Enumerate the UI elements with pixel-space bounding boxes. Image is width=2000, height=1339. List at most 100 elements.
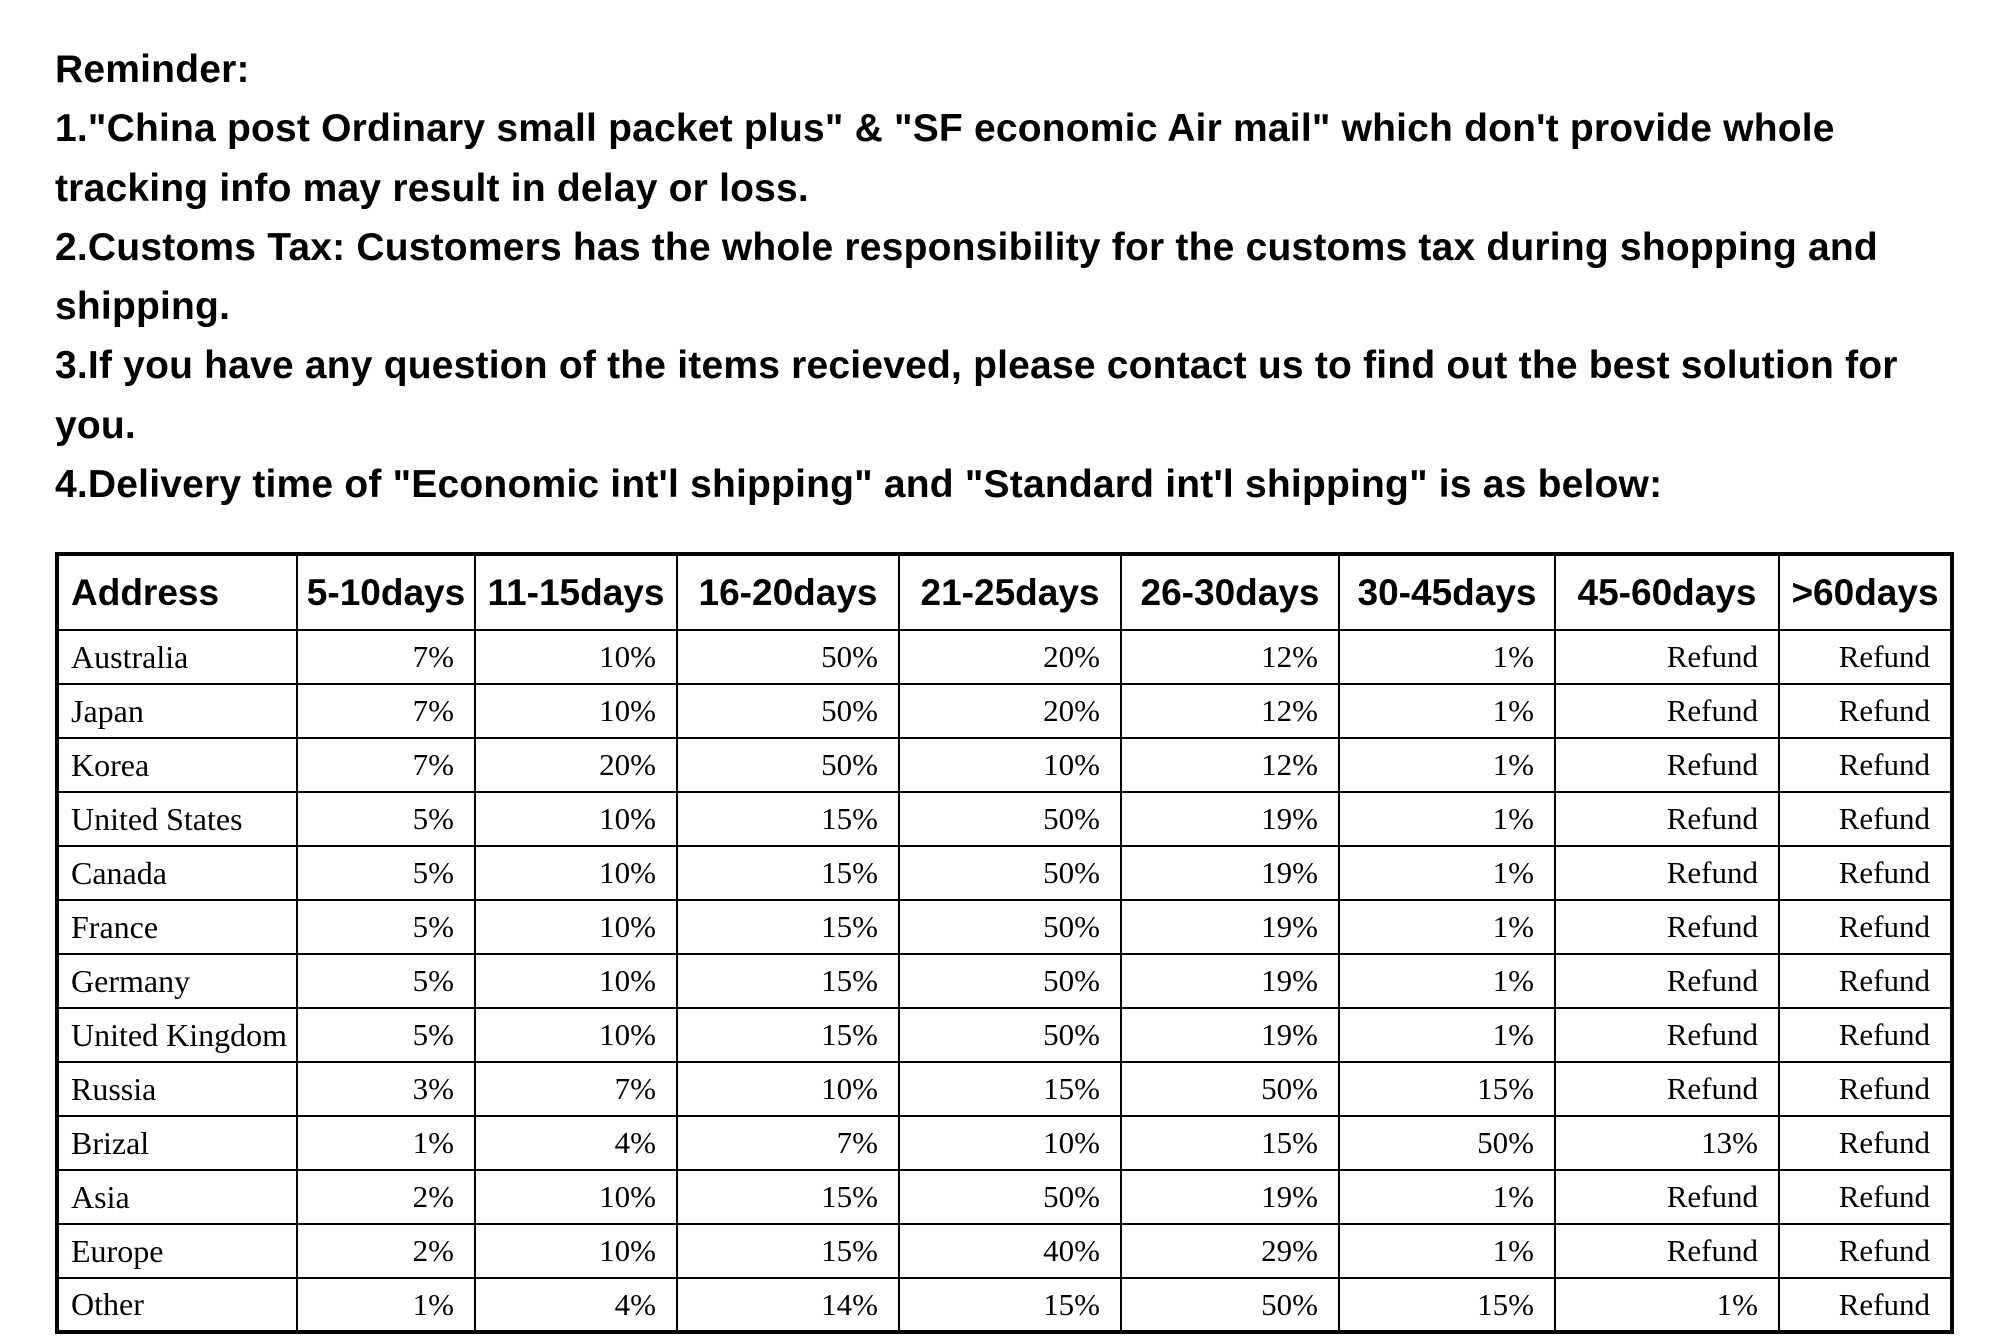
table-row: Korea7%20%50%10%12%1%RefundRefund [57,738,1952,792]
cell-address: Germany [57,954,297,1008]
cell-value: 4% [475,1278,677,1332]
cell-value: 19% [1121,846,1339,900]
cell-value: Refund [1555,1170,1779,1224]
page: Reminder: 1."China post Ordinary small p… [0,0,2000,1339]
cell-value: 5% [297,900,475,954]
table-row: United Kingdom5%10%15%50%19%1%RefundRefu… [57,1008,1952,1062]
cell-value: 7% [297,738,475,792]
cell-value: 10% [899,738,1121,792]
cell-address: Asia [57,1170,297,1224]
table-row: Russia3%7%10%15%50%15%RefundRefund [57,1062,1952,1116]
cell-value: 7% [297,630,475,684]
cell-value: Refund [1555,1224,1779,1278]
cell-value: Refund [1779,630,1952,684]
cell-value: 5% [297,846,475,900]
delivery-time-table: Address 5-10days 11-15days 16-20days 21-… [55,552,1954,1334]
table-row: Brizal1%4%7%10%15%50%13%Refund [57,1116,1952,1170]
cell-value: 5% [297,1008,475,1062]
cell-value: 1% [1339,1008,1555,1062]
cell-address: United Kingdom [57,1008,297,1062]
cell-value: Refund [1555,738,1779,792]
cell-value: 15% [677,846,899,900]
cell-value: 7% [475,1062,677,1116]
cell-value: 10% [475,1170,677,1224]
cell-value: 50% [899,1170,1121,1224]
cell-value: 1% [1339,954,1555,1008]
cell-value: 12% [1121,630,1339,684]
cell-value: 12% [1121,684,1339,738]
cell-value: 10% [475,1224,677,1278]
cell-address: France [57,900,297,954]
cell-value: 19% [1121,1170,1339,1224]
reminder-line-4: 4.Delivery time of "Economic int'l shipp… [55,455,1945,514]
cell-value: 15% [677,1008,899,1062]
cell-value: 1% [1339,900,1555,954]
cell-address: Canada [57,846,297,900]
cell-address: Brizal [57,1116,297,1170]
cell-value: 1% [1555,1278,1779,1332]
col-header-26-30days: 26-30days [1121,554,1339,630]
cell-value: 1% [1339,846,1555,900]
cell-value: 15% [677,900,899,954]
cell-value: 50% [1121,1062,1339,1116]
cell-value: 7% [677,1116,899,1170]
cell-value: 15% [1339,1278,1555,1332]
cell-value: 20% [475,738,677,792]
cell-value: 3% [297,1062,475,1116]
cell-value: 15% [899,1062,1121,1116]
cell-value: 10% [475,792,677,846]
cell-value: 50% [899,954,1121,1008]
cell-value: 50% [899,1008,1121,1062]
table-row: Japan7%10%50%20%12%1%RefundRefund [57,684,1952,738]
cell-value: 29% [1121,1224,1339,1278]
cell-value: Refund [1555,684,1779,738]
cell-value: 7% [297,684,475,738]
cell-value: 10% [475,900,677,954]
cell-value: Refund [1555,792,1779,846]
cell-value: 15% [1339,1062,1555,1116]
cell-value: Refund [1555,954,1779,1008]
cell-value: 15% [677,792,899,846]
cell-value: Refund [1779,738,1952,792]
col-header-30-45days: 30-45days [1339,554,1555,630]
col-header-21-25days: 21-25days [899,554,1121,630]
cell-value: 50% [1339,1116,1555,1170]
cell-value: 20% [899,630,1121,684]
cell-value: Refund [1779,684,1952,738]
cell-value: 1% [1339,792,1555,846]
reminder-line-2: 2.Customs Tax: Customers has the whole r… [55,218,1945,337]
cell-value: 50% [677,684,899,738]
col-header-45-60days: 45-60days [1555,554,1779,630]
cell-value: 1% [297,1278,475,1332]
cell-value: 20% [899,684,1121,738]
cell-address: Europe [57,1224,297,1278]
cell-value: 15% [1121,1116,1339,1170]
cell-value: Refund [1555,1008,1779,1062]
cell-value: Refund [1779,1224,1952,1278]
cell-address: United States [57,792,297,846]
table-row: Europe2%10%15%40%29%1%RefundRefund [57,1224,1952,1278]
cell-value: 50% [1121,1278,1339,1332]
cell-value: Refund [1779,792,1952,846]
cell-address: Japan [57,684,297,738]
cell-value: 2% [297,1170,475,1224]
cell-value: Refund [1779,900,1952,954]
cell-value: 1% [1339,684,1555,738]
cell-value: 1% [1339,630,1555,684]
cell-value: Refund [1779,1062,1952,1116]
cell-value: 15% [677,1170,899,1224]
cell-value: 19% [1121,1008,1339,1062]
col-header-11-15days: 11-15days [475,554,677,630]
cell-value: 5% [297,792,475,846]
cell-value: 2% [297,1224,475,1278]
cell-value: Refund [1779,846,1952,900]
cell-value: 1% [1339,738,1555,792]
cell-value: 10% [475,684,677,738]
cell-value: Refund [1779,954,1952,1008]
cell-value: 13% [1555,1116,1779,1170]
cell-value: 4% [475,1116,677,1170]
cell-value: Refund [1555,630,1779,684]
cell-value: 5% [297,954,475,1008]
cell-value: 15% [677,954,899,1008]
cell-value: 14% [677,1278,899,1332]
